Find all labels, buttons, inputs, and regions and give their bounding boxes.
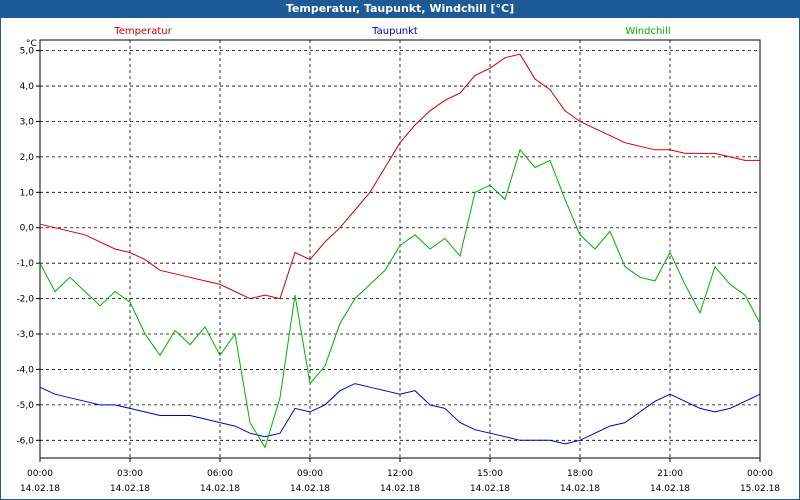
y-tick-label: -2,0 [16, 295, 34, 305]
grid [40, 40, 760, 458]
y-tick-label: -4,0 [16, 365, 34, 375]
y-tick-label: 0,0 [20, 224, 35, 234]
x-tick-time: 00:00 [747, 469, 773, 479]
y-tick-label: -1,0 [16, 259, 34, 269]
x-tick-time: 00:00 [27, 469, 53, 479]
x-tick-date: 14.02.18 [560, 484, 600, 494]
line-chart: 5,0 4,0 3,0 2,0 1,0 0,0 -1,0 -2,0 -3,0 -4,0 -5,0 -6… [16, 26, 780, 494]
y-tick-label: -6,0 [16, 436, 34, 446]
axes: 5,0 4,0 3,0 2,0 1,0 0,0 -1,0 -2,0 -3,0 -4,0 -5,0 -6… [16, 39, 780, 494]
x-tick-time: 18:00 [567, 469, 593, 479]
series-line-temperatur [39, 53, 760, 300]
series-line-windchill [39, 148, 761, 449]
x-tick-time: 09:00 [297, 469, 323, 479]
x-tick-time: 21:00 [657, 469, 683, 479]
x-tick-date: 14.02.18 [650, 484, 690, 494]
x-tick-date: 14.02.18 [20, 484, 60, 494]
x-tick-time: 15:00 [477, 469, 503, 479]
x-tick-date: 14.02.18 [110, 484, 150, 494]
y-axis-unit: °C [26, 39, 37, 49]
y-tick-label: 3,0 [20, 117, 35, 127]
y-tick-label: -3,0 [16, 330, 34, 340]
legend-taupunkt: Taupunkt [371, 26, 418, 37]
x-tick-time: 12:00 [387, 469, 413, 479]
chart-title: Temperatur, Taupunkt, Windchill [°C] [0, 0, 800, 18]
y-tick-label: 5,0 [20, 47, 35, 57]
x-tick-date: 14.02.18 [200, 484, 240, 494]
legend-temperatur: Temperatur [113, 26, 172, 37]
x-tick-date: 15.02.18 [740, 484, 780, 494]
x-tick-date: 14.02.18 [290, 484, 330, 494]
x-tick-date: 14.02.18 [380, 484, 420, 494]
legend: Temperatur Taupunkt Windchill [113, 26, 670, 37]
series [39, 53, 761, 449]
x-tick-date: 14.02.18 [470, 484, 510, 494]
y-tick-label: 1,0 [20, 188, 35, 198]
series-line-taupunkt [39, 383, 761, 445]
y-tick-label: 4,0 [20, 82, 35, 92]
x-tick-time: 06:00 [207, 469, 233, 479]
x-tick-time: 03:00 [117, 469, 143, 479]
legend-windchill: Windchill [625, 26, 670, 37]
y-tick-label: 2,0 [20, 153, 35, 163]
y-tick-label: -5,0 [16, 401, 34, 411]
